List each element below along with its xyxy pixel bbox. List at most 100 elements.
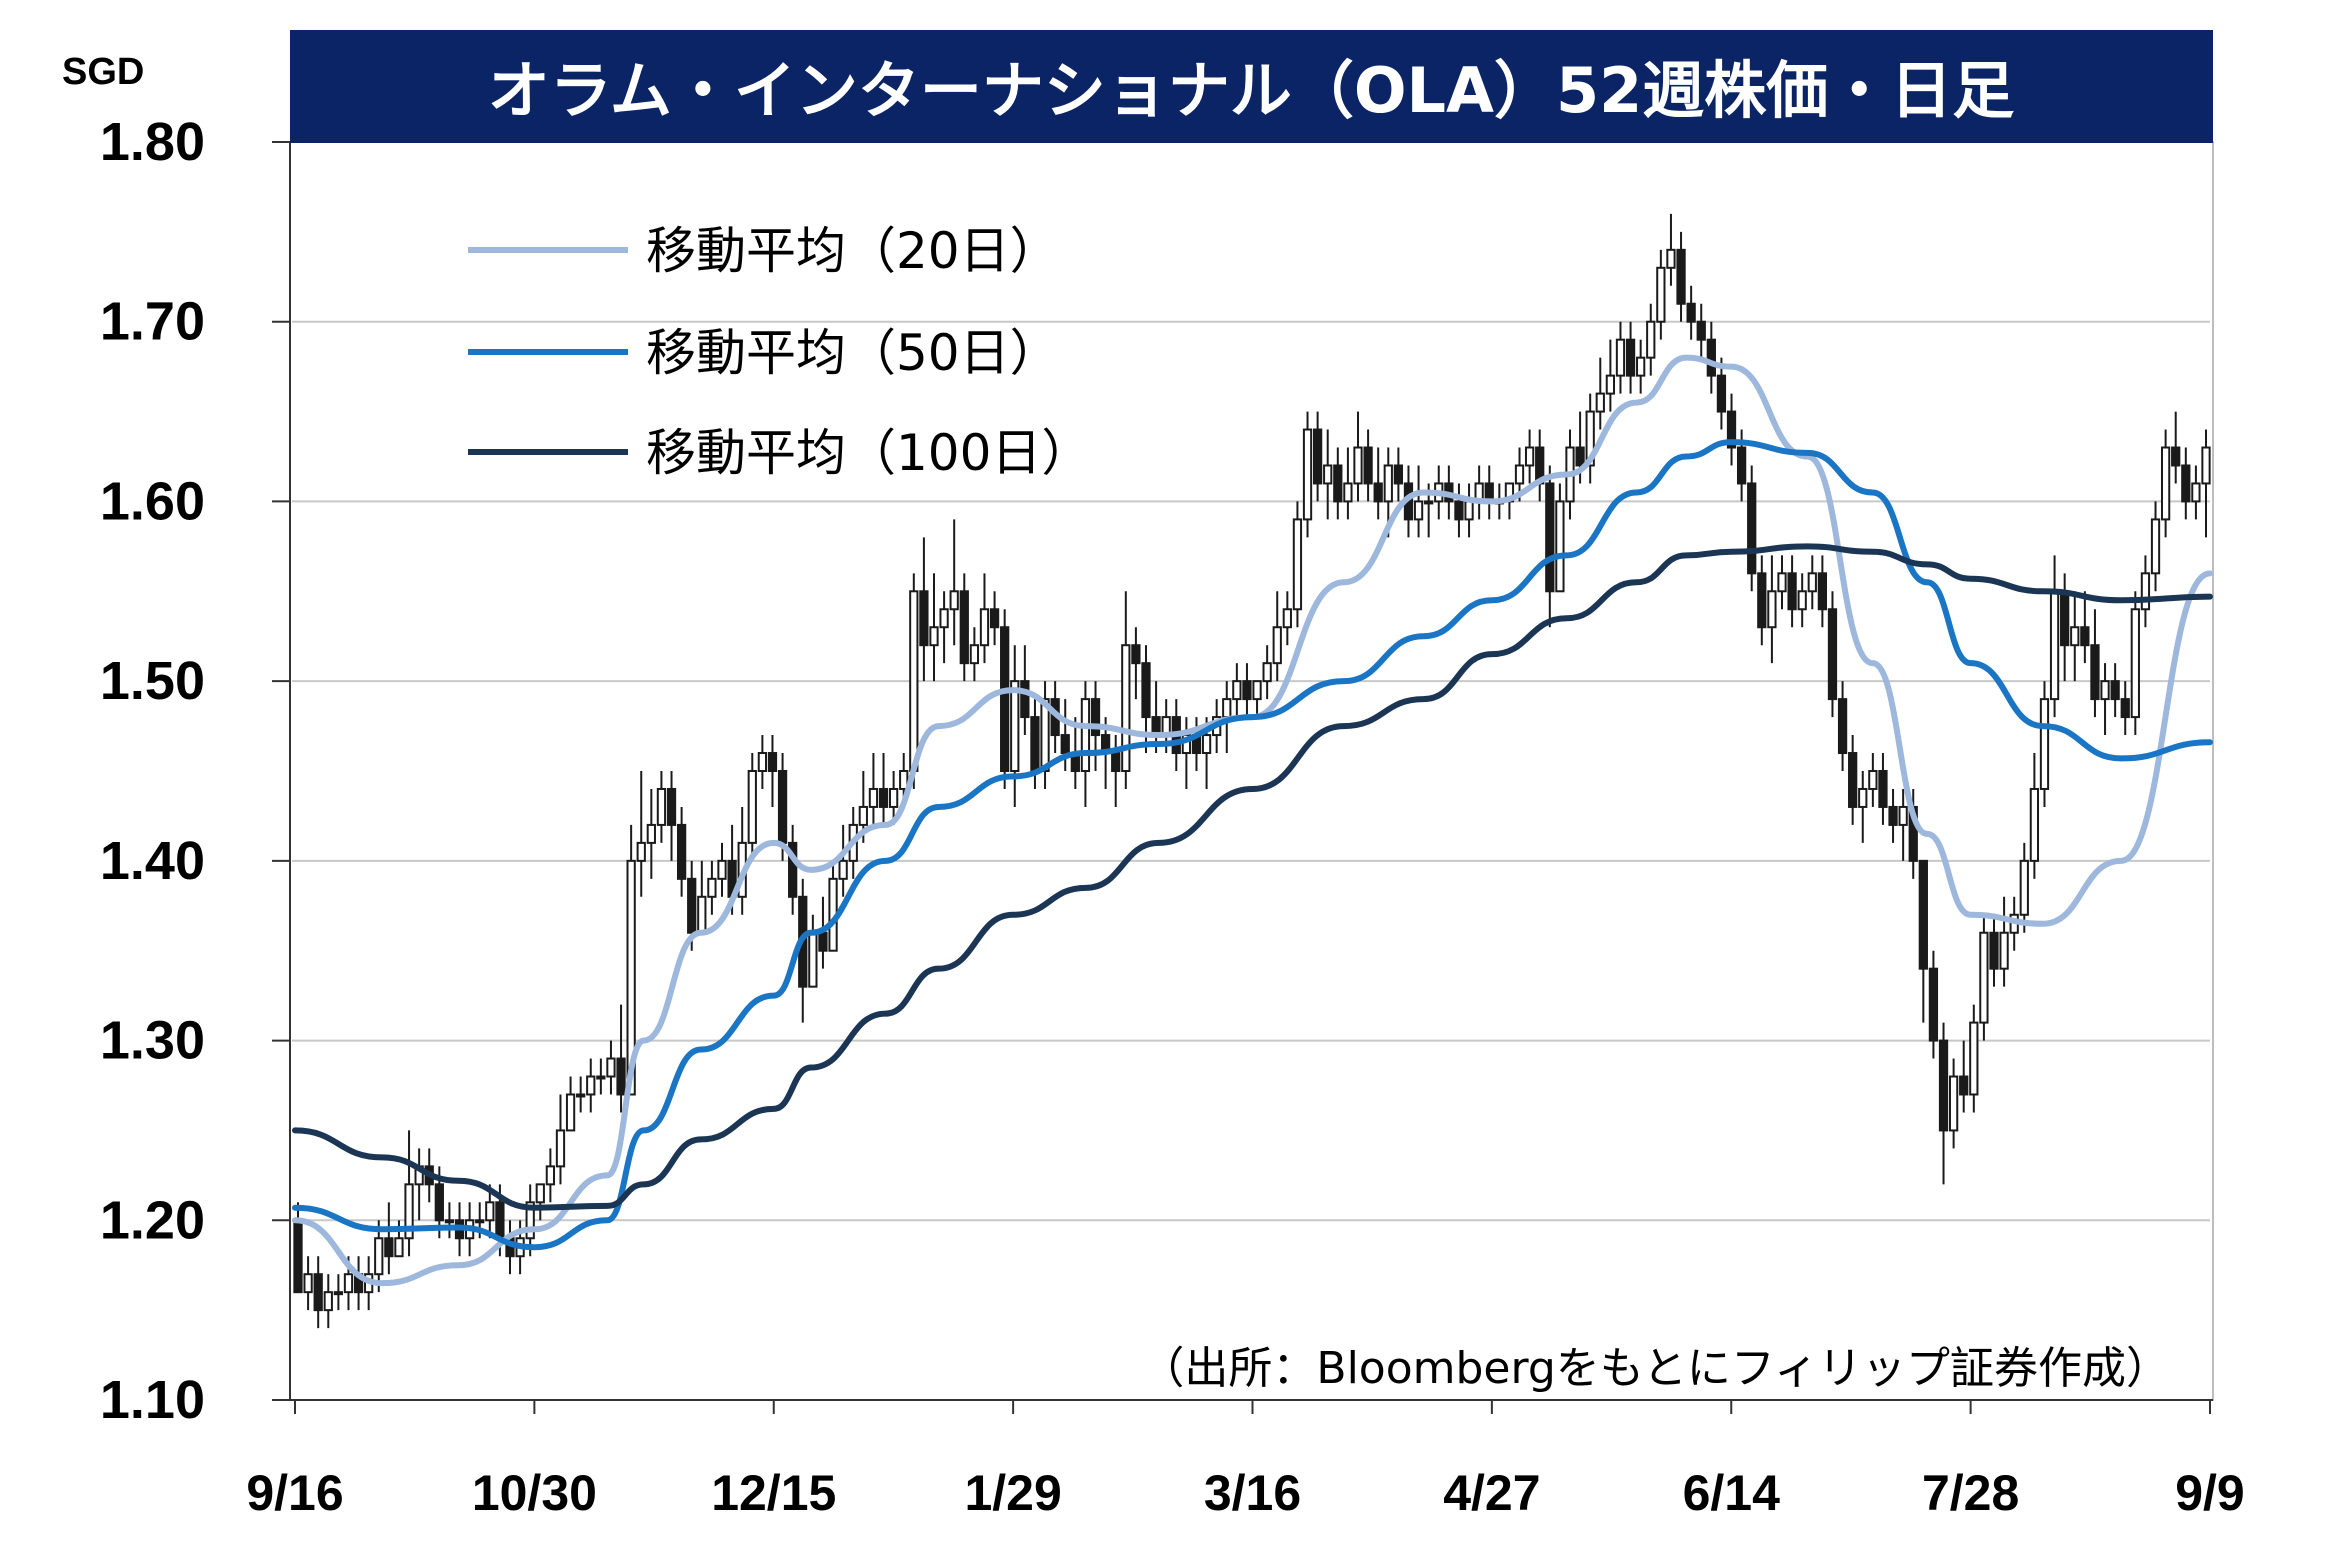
candle	[717, 842, 727, 897]
candle-body	[1262, 662, 1272, 683]
candle-body	[747, 770, 757, 844]
candle-body	[1312, 428, 1323, 485]
candle	[1343, 447, 1353, 520]
candle	[1323, 429, 1333, 520]
candle-body	[1343, 482, 1353, 503]
candle	[1827, 591, 1838, 718]
candle	[949, 519, 959, 646]
candle-body	[313, 1273, 323, 1312]
candle-body	[1848, 752, 1858, 808]
candle-body	[1222, 698, 1232, 719]
candle-body	[1817, 572, 1828, 611]
candle-body	[2090, 644, 2100, 701]
candle-body	[1040, 698, 1050, 772]
candle	[586, 1058, 596, 1113]
candle	[1615, 321, 1626, 394]
candle-body	[444, 1219, 455, 1224]
candle	[303, 1256, 313, 1311]
candle	[868, 753, 879, 825]
candle-body	[646, 823, 656, 844]
series-line-ma100	[292, 543, 2213, 1211]
candle-body	[2120, 698, 2130, 719]
candle-body	[485, 1201, 495, 1222]
y-tick-label: 1.20	[100, 1190, 205, 1250]
candle-body	[475, 1219, 485, 1224]
candle	[767, 735, 778, 807]
candle	[1605, 339, 1616, 412]
x-tick-label: 12/15	[711, 1465, 836, 1521]
candle	[1413, 465, 1424, 538]
candle	[1252, 680, 1262, 718]
candle-body	[1302, 428, 1313, 521]
candle	[1595, 357, 1605, 430]
candle-body	[1747, 482, 1757, 575]
candle	[757, 735, 768, 789]
candle	[626, 824, 636, 1096]
candle-body	[1868, 770, 1878, 790]
candle-body	[525, 1201, 535, 1240]
x-axis-ticks: 9/16 10/30 12/15 1/29 3/16 4/27 6/14 7/28 9/9	[246, 1399, 2245, 1521]
candle	[919, 537, 929, 682]
candle-body	[1424, 500, 1434, 505]
candle	[1524, 429, 1535, 484]
candle-body	[2140, 572, 2151, 611]
candle-body	[1030, 716, 1040, 772]
candle-body	[1787, 572, 1797, 611]
candle	[1646, 303, 1656, 376]
candle	[969, 627, 980, 682]
candle-body	[1575, 446, 1585, 467]
candle	[2140, 555, 2151, 628]
candle-body	[919, 590, 929, 647]
candle	[2160, 429, 2171, 538]
candle	[1676, 231, 1686, 322]
candle-body	[1393, 464, 1404, 485]
chart-title: オラム・インターナショナル（OLA）52週株価・日足	[488, 54, 2015, 127]
candle-body	[1827, 608, 1838, 701]
candle-body	[2049, 590, 2060, 701]
x-tick-label: 7/28	[1922, 1465, 2019, 1521]
candle-body	[596, 1075, 606, 1080]
candle-body	[586, 1075, 596, 1096]
candle-body	[949, 590, 959, 611]
candle-body	[899, 770, 909, 790]
candle	[2150, 501, 2161, 592]
candle-body	[1201, 734, 1212, 755]
candle-body	[1585, 410, 1595, 467]
candle	[788, 824, 798, 915]
candle	[596, 1058, 606, 1095]
candle	[929, 573, 939, 682]
candle	[747, 753, 757, 861]
candle-body	[1080, 698, 1091, 772]
candle-body	[2110, 680, 2120, 701]
candle-body	[888, 787, 899, 808]
candle	[444, 1202, 455, 1239]
candle-body	[2080, 626, 2090, 647]
candle	[1817, 555, 1828, 628]
candle-body	[1121, 644, 1131, 773]
candle-body	[1837, 698, 1848, 755]
candle	[1242, 663, 1252, 718]
candle	[636, 771, 646, 897]
candle-body	[565, 1093, 576, 1132]
candle-body	[1979, 931, 1989, 1024]
source-note: （出所：Bloombergをもとにフィリップ証券作成）	[1140, 1343, 2170, 1394]
x-tick-label: 9/16	[246, 1465, 343, 1521]
candle	[2090, 609, 2100, 718]
candle	[1757, 555, 1767, 646]
candle	[2019, 842, 2029, 933]
candle-body	[1706, 338, 1716, 377]
x-tick-label: 3/16	[1204, 1465, 1301, 1521]
candle-body	[1272, 626, 1282, 665]
candle	[838, 824, 848, 897]
candle	[1131, 627, 1141, 700]
candle-body	[1010, 680, 1020, 773]
candle	[878, 753, 889, 825]
candle	[1636, 339, 1646, 394]
candle-body	[808, 931, 818, 988]
candle-body	[2100, 680, 2110, 701]
candle	[1948, 1058, 1959, 1149]
candle-body	[555, 1129, 566, 1168]
candle	[1767, 555, 1777, 664]
legend-label-ma20: 移動平均（20日）	[646, 222, 1060, 280]
candle	[1454, 483, 1464, 538]
